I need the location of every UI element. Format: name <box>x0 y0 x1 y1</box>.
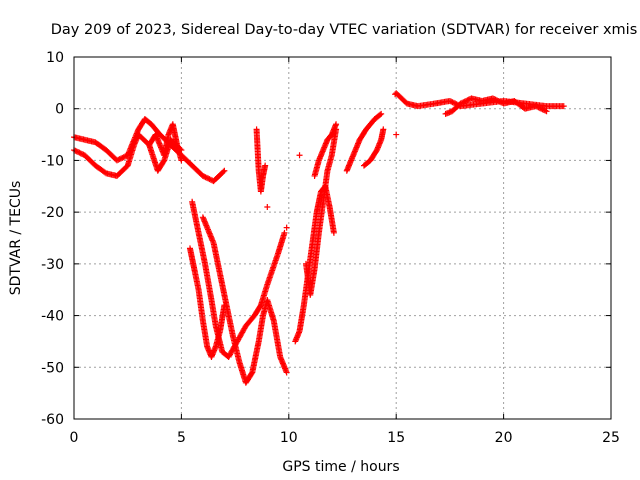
grid-lines <box>74 57 611 419</box>
data-point <box>119 154 126 161</box>
data-point <box>446 97 453 104</box>
data-point <box>393 131 400 138</box>
data-point <box>220 168 227 175</box>
data-point <box>532 103 539 110</box>
x-tick-label: 0 <box>70 430 79 446</box>
data-point <box>560 103 567 110</box>
data-point <box>72 147 79 154</box>
x-axis-label: GPS time / hours <box>282 459 399 475</box>
data-point <box>378 110 385 117</box>
data-point <box>76 149 83 156</box>
y-tick-label: -40 <box>41 309 64 325</box>
x-tick-label: 25 <box>602 430 620 446</box>
data-point <box>264 203 271 210</box>
data-point <box>281 229 288 236</box>
data-point <box>122 153 129 160</box>
data-point <box>538 105 545 112</box>
data-point <box>380 126 387 133</box>
x-tick-label: 5 <box>177 430 186 446</box>
data-point <box>448 98 455 105</box>
data-point <box>75 149 82 156</box>
data-point <box>540 107 547 114</box>
chart-title: Day 209 of 2023, Sidereal Day-to-day VTE… <box>51 22 638 38</box>
data-point <box>464 97 471 104</box>
data-point <box>463 97 470 104</box>
data-point <box>206 176 213 183</box>
data-point <box>221 302 228 309</box>
x-axis-ticks: 0 5 10 15 20 25 <box>70 57 620 446</box>
data-point <box>492 96 499 103</box>
data-point <box>79 150 86 157</box>
data-point <box>283 369 290 376</box>
y-tick-label: -30 <box>41 257 64 273</box>
data-point <box>73 148 80 155</box>
data-point <box>457 100 464 107</box>
y-tick-label: 0 <box>55 102 64 118</box>
data-point <box>77 150 84 157</box>
y-tick-label: -10 <box>41 153 64 169</box>
y-axis-ticks: -60 -50 -40 -30 -20 -10 0 10 <box>41 50 611 428</box>
data-point <box>201 173 208 180</box>
data-point <box>491 96 498 103</box>
y-tick-label: 10 <box>46 50 64 66</box>
data-point <box>449 99 456 106</box>
data-point <box>296 152 303 159</box>
y-tick-label: -60 <box>41 412 64 428</box>
data-point <box>542 107 549 114</box>
data-point <box>496 98 503 105</box>
data-points <box>71 90 567 386</box>
y-axis-label: SDTVAR / TECUs <box>8 181 24 296</box>
y-tick-label: -20 <box>41 205 64 221</box>
data-point <box>460 99 467 106</box>
data-point <box>489 95 496 102</box>
data-point <box>461 98 468 105</box>
x-tick-label: 10 <box>280 430 298 446</box>
data-point <box>116 156 123 163</box>
data-point <box>493 97 500 104</box>
data-point <box>117 155 124 162</box>
data-point <box>113 157 120 164</box>
data-point <box>115 156 122 163</box>
data-point <box>120 154 127 161</box>
data-point <box>535 104 542 111</box>
data-point <box>536 105 543 112</box>
data-point <box>497 99 504 106</box>
data-point <box>450 99 457 106</box>
data-point <box>330 229 337 236</box>
x-tick-label: 15 <box>387 430 405 446</box>
data-point <box>262 162 269 169</box>
y-tick-label: -50 <box>41 360 64 376</box>
data-point <box>458 99 465 106</box>
data-point <box>221 167 228 174</box>
data-point <box>178 157 185 164</box>
data-point <box>202 174 209 181</box>
data-point <box>333 121 340 128</box>
data-point <box>534 103 541 110</box>
data-point <box>205 175 212 182</box>
data-point <box>495 97 502 104</box>
data-point <box>377 111 384 118</box>
data-point <box>203 174 210 181</box>
data-point <box>283 224 290 231</box>
data-point <box>392 91 399 98</box>
data-point <box>539 106 546 113</box>
x-tick-label: 20 <box>495 430 513 446</box>
data-point <box>465 96 472 103</box>
plot-frame <box>73 56 612 420</box>
data-point <box>199 172 206 179</box>
data-point <box>543 108 550 115</box>
